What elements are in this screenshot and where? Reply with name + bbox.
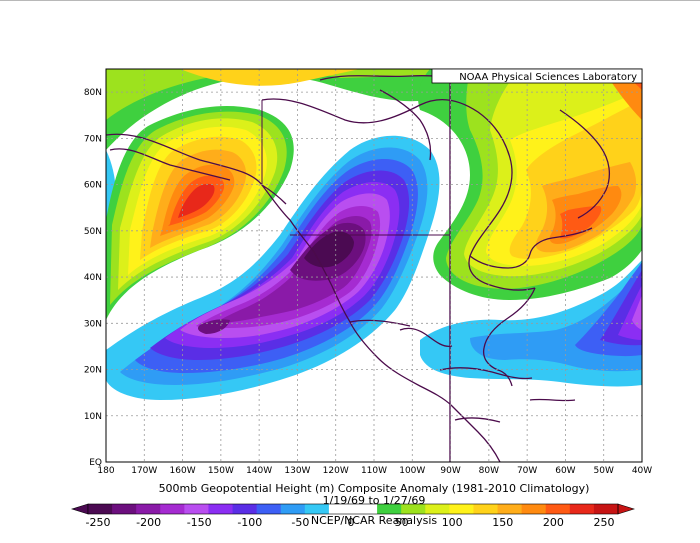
window-top-border	[0, 0, 700, 1]
title-line-3: NCEP/NCAR Reanalysis	[311, 514, 437, 527]
lon-tick-label: 150W	[208, 466, 234, 476]
lon-tick-label: 100W	[399, 466, 425, 476]
lon-tick-label: 110W	[361, 466, 387, 476]
lon-tick-label: 120W	[323, 466, 349, 476]
colorbar-tick-label: 50	[395, 516, 409, 529]
colorbar-swatch	[593, 504, 619, 514]
colorbar-tick-label: -100	[237, 516, 262, 529]
title-line-1: 500mb Geopotential Height (m) Composite …	[159, 482, 590, 495]
colorbar-tick-label: -50	[291, 516, 309, 529]
colorbar-swatch	[569, 504, 595, 514]
lat-tick-label: 40N	[84, 273, 102, 283]
colorbar-swatch	[256, 504, 282, 514]
lon-tick-label: 40W	[632, 466, 652, 476]
colorbar-tick-label: -250	[86, 516, 111, 529]
colorbar-swatch	[280, 504, 306, 514]
lon-tick-label: 70W	[517, 466, 537, 476]
colorbar-swatch	[473, 504, 498, 514]
colorbar-tick-label: 100	[442, 516, 463, 529]
colorbar-swatch	[160, 504, 185, 514]
lon-tick-label: 180	[97, 466, 114, 476]
colorbar-frame	[87, 503, 619, 515]
colorbar-swatch	[88, 504, 113, 514]
lon-tick-label: 160W	[170, 466, 196, 476]
colorbar-swatch	[545, 504, 571, 514]
map-frame	[105, 68, 643, 463]
colorbar-tick-label: 150	[492, 516, 513, 529]
lat-tick-label: EQ	[89, 458, 102, 468]
lat-tick-label: 30N	[84, 319, 102, 329]
lat-tick-label: 80N	[84, 88, 102, 98]
latitude-labels: EQ 10N 20N 30N 40N 50N 60N 70N 80N	[84, 88, 102, 468]
colorbar-swatch	[184, 504, 209, 514]
lon-tick-label: 50W	[594, 466, 614, 476]
colorbar-swatch	[449, 504, 474, 514]
colorbar-swatch	[328, 504, 354, 514]
lat-tick-label: 10N	[84, 412, 102, 422]
colorbar-tick-label: 200	[543, 516, 564, 529]
lon-tick-label: 90W	[440, 466, 460, 476]
lat-tick-label: 60N	[84, 181, 102, 191]
colorbar-tick-label: -200	[136, 516, 161, 529]
lon-tick-label: 60W	[555, 466, 575, 476]
colorbar-swatch	[353, 504, 378, 514]
graticule	[106, 69, 642, 462]
colorbar-min-arrow	[70, 503, 89, 515]
lon-tick-label: 130W	[284, 466, 310, 476]
lat-tick-label: 50N	[84, 227, 102, 237]
colorbar-tick-label: -150	[187, 516, 212, 529]
colorbar-swatch	[112, 504, 137, 514]
colorbar: -250 -200 -150 -100 -50 0 50 100 150 200 250	[70, 503, 636, 529]
credit-text: NOAA Physical Sciences Laboratory	[459, 72, 637, 83]
colorbar-swatch	[232, 504, 258, 514]
colorbar-tick-label: 0	[348, 516, 355, 529]
colorbar-swatch	[401, 504, 426, 514]
lat-tick-label: 70N	[84, 134, 102, 144]
high-gulf-of-alaska	[106, 105, 294, 320]
longitude-labels: 180 170W 160W 150W 140W 130W 120W 110W 100W 90W 80…	[97, 466, 652, 476]
lon-tick-label: 140W	[246, 466, 272, 476]
anomaly-shading	[106, 69, 642, 462]
colorbar-swatch	[521, 504, 547, 514]
colorbar-max-arrow	[617, 503, 636, 515]
colorbar-swatch	[304, 504, 330, 514]
credit-box: NOAA Physical Sciences Laboratory	[431, 68, 643, 84]
lat-tick-label: 20N	[84, 366, 102, 376]
lon-tick-label: 170W	[131, 466, 157, 476]
colorbar-tick-label: 250	[594, 516, 615, 529]
high-eastern-canada	[446, 69, 642, 289]
colorbar-swatch	[377, 504, 402, 514]
lon-tick-label: 80W	[479, 466, 499, 476]
colorbar-swatch	[425, 504, 450, 514]
colorbar-swatch	[136, 504, 161, 514]
colorbar-swatch	[208, 504, 233, 514]
colorbar-swatch	[497, 504, 523, 514]
